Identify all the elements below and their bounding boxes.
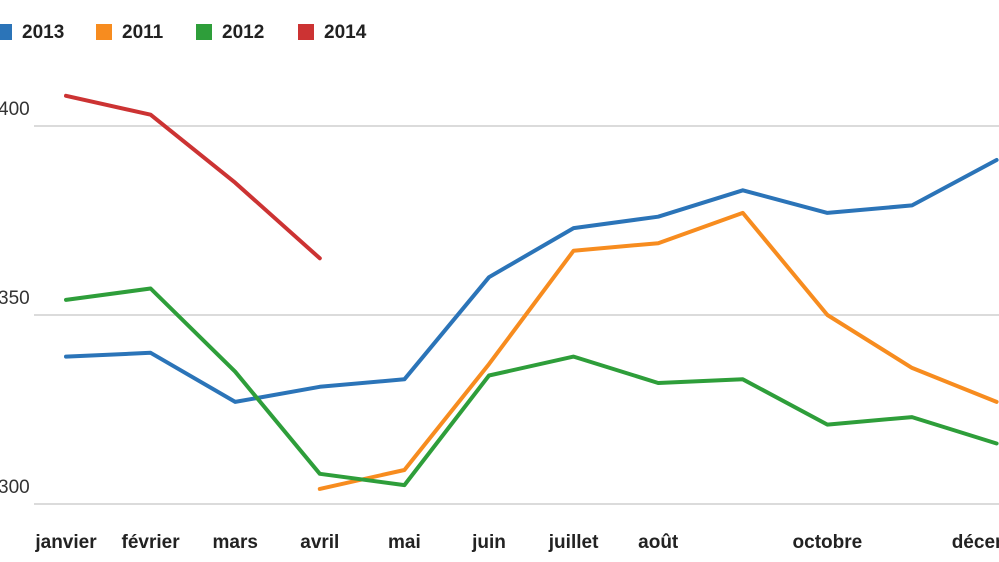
- legend-swatch-2011: [96, 24, 112, 40]
- legend-label-2011: 2011: [122, 22, 164, 43]
- x-tick-label: juin: [471, 532, 506, 553]
- x-tick-label: mai: [388, 532, 421, 553]
- legend-label-2013: 2013: [22, 22, 64, 43]
- y-tick-label: 350: [0, 288, 30, 309]
- series-lines: [64, 93, 999, 491]
- gridlines: [34, 125, 999, 505]
- legend-swatch-2013: [0, 24, 12, 40]
- legend: 2013 2011 2012 2014: [0, 22, 367, 43]
- x-tick-label: février: [122, 532, 181, 553]
- series-line-2012: [64, 286, 999, 488]
- x-tick-label: mars: [212, 532, 257, 553]
- legend-swatch-2012: [196, 24, 212, 40]
- x-tick-label: janvier: [34, 532, 97, 553]
- legend-swatch-2014: [298, 24, 314, 40]
- series-line-2013: [64, 158, 999, 404]
- x-tick-label: avril: [300, 532, 339, 553]
- x-tick-label: août: [638, 532, 679, 553]
- x-axis-ticks: janvier février mars avril mai juin juillet aoû…: [34, 532, 999, 553]
- series-line-2011: [317, 210, 999, 491]
- series-line-2014: [64, 93, 322, 261]
- y-axis-ticks: 300 350 400: [0, 99, 30, 498]
- y-tick-label: 400: [0, 99, 30, 120]
- legend-label-2012: 2012: [222, 22, 264, 43]
- y-tick-label: 300: [0, 477, 30, 498]
- legend-label-2014: 2014: [324, 22, 367, 43]
- x-tick-label: octobre: [793, 532, 863, 553]
- x-tick-label: juillet: [548, 532, 599, 553]
- x-tick-label: décembre: [952, 532, 999, 553]
